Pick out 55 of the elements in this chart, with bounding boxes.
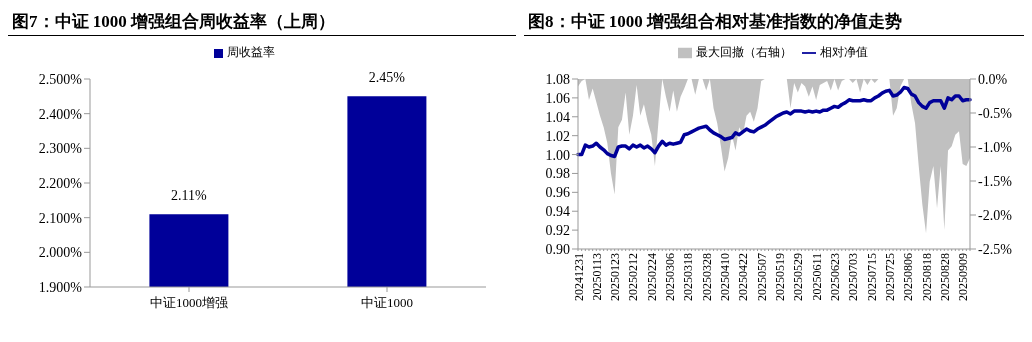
y-tick-label: 0.96: [545, 185, 570, 201]
y-tick-label: 1.900%: [38, 279, 83, 295]
y-tick-label: 1.06: [545, 90, 570, 106]
y-tick-label: 0.98: [545, 166, 570, 182]
chart-title: 图7：中证 1000 增强组合周收益率（上周）: [8, 8, 516, 36]
chart-title: 图8：中证 1000 增强组合相对基准指数的净值走势: [527, 11, 903, 33]
y2-tick-label: -1.5%: [978, 173, 1013, 189]
x-tick-label: 20250410: [718, 253, 733, 301]
data-label: 2.11%: [171, 188, 208, 204]
x-tick-label: 20250529: [791, 253, 806, 301]
x-tick-label: 20250806: [901, 253, 916, 301]
x-tick-label: 20250611: [809, 253, 824, 301]
y-tick-label: 2.100%: [38, 210, 83, 226]
line-series: [576, 85, 972, 159]
legend-label: 周收益率: [226, 45, 275, 59]
x-tick-label: 20250703: [846, 253, 861, 301]
y-tick-label: 1.02: [545, 128, 570, 144]
legend-label: 最大回撤（右轴）: [696, 45, 792, 59]
y-tick-label: 0.94: [545, 204, 570, 220]
y2-tick-label: -2.0%: [978, 207, 1013, 223]
x-tick-label: 20250519: [773, 253, 788, 301]
x-tick-label: 20250328: [699, 253, 714, 301]
x-tick-label: 中证1000增强: [150, 295, 228, 311]
y-tick-label: 2.000%: [38, 245, 83, 261]
data-label: 2.45%: [368, 70, 406, 86]
x-tick-label: 20250909: [956, 253, 971, 301]
x-tick-label: 20250212: [626, 253, 641, 301]
x-tick-label: 20250715: [864, 253, 879, 301]
x-tick-label: 20250623: [827, 253, 842, 301]
x-tick-label: 20250828: [937, 253, 952, 301]
y-tick-label: 0.92: [545, 223, 570, 239]
y-tick-label: 2.400%: [38, 106, 83, 122]
x-tick-label: 中证1000: [361, 295, 413, 311]
y-tick-label: 0.90: [545, 241, 570, 257]
x-tick-label: 20250818: [919, 253, 934, 301]
x-tick-label: 20250123: [608, 253, 623, 301]
x-tick-label: 20250113: [589, 253, 604, 301]
y-tick-label: 2.200%: [38, 175, 83, 191]
x-tick-label: 20250306: [663, 253, 678, 301]
y-tick-label: 2.300%: [38, 141, 83, 157]
legend-label: 相对净值: [820, 45, 868, 59]
y-tick-label: 1.08: [545, 71, 570, 87]
x-tick-label: 20250224: [644, 253, 659, 301]
y-tick-label: 2.500%: [38, 71, 83, 87]
y-tick-label: 1.04: [545, 109, 570, 125]
y2-tick-label: 0.0%: [978, 71, 1008, 87]
x-tick-label: 20250725: [882, 253, 897, 301]
x-tick-label: 20250422: [736, 253, 751, 301]
x-tick-label: 20241231: [571, 253, 586, 301]
x-tick-label: 20250507: [754, 253, 769, 301]
y-tick-label: 1.00: [545, 147, 570, 163]
y2-tick-label: -1.0%: [978, 139, 1013, 155]
y2-tick-label: -2.5%: [978, 241, 1013, 257]
y2-tick-label: -0.5%: [978, 105, 1013, 121]
x-tick-label: 20250318: [681, 253, 696, 301]
